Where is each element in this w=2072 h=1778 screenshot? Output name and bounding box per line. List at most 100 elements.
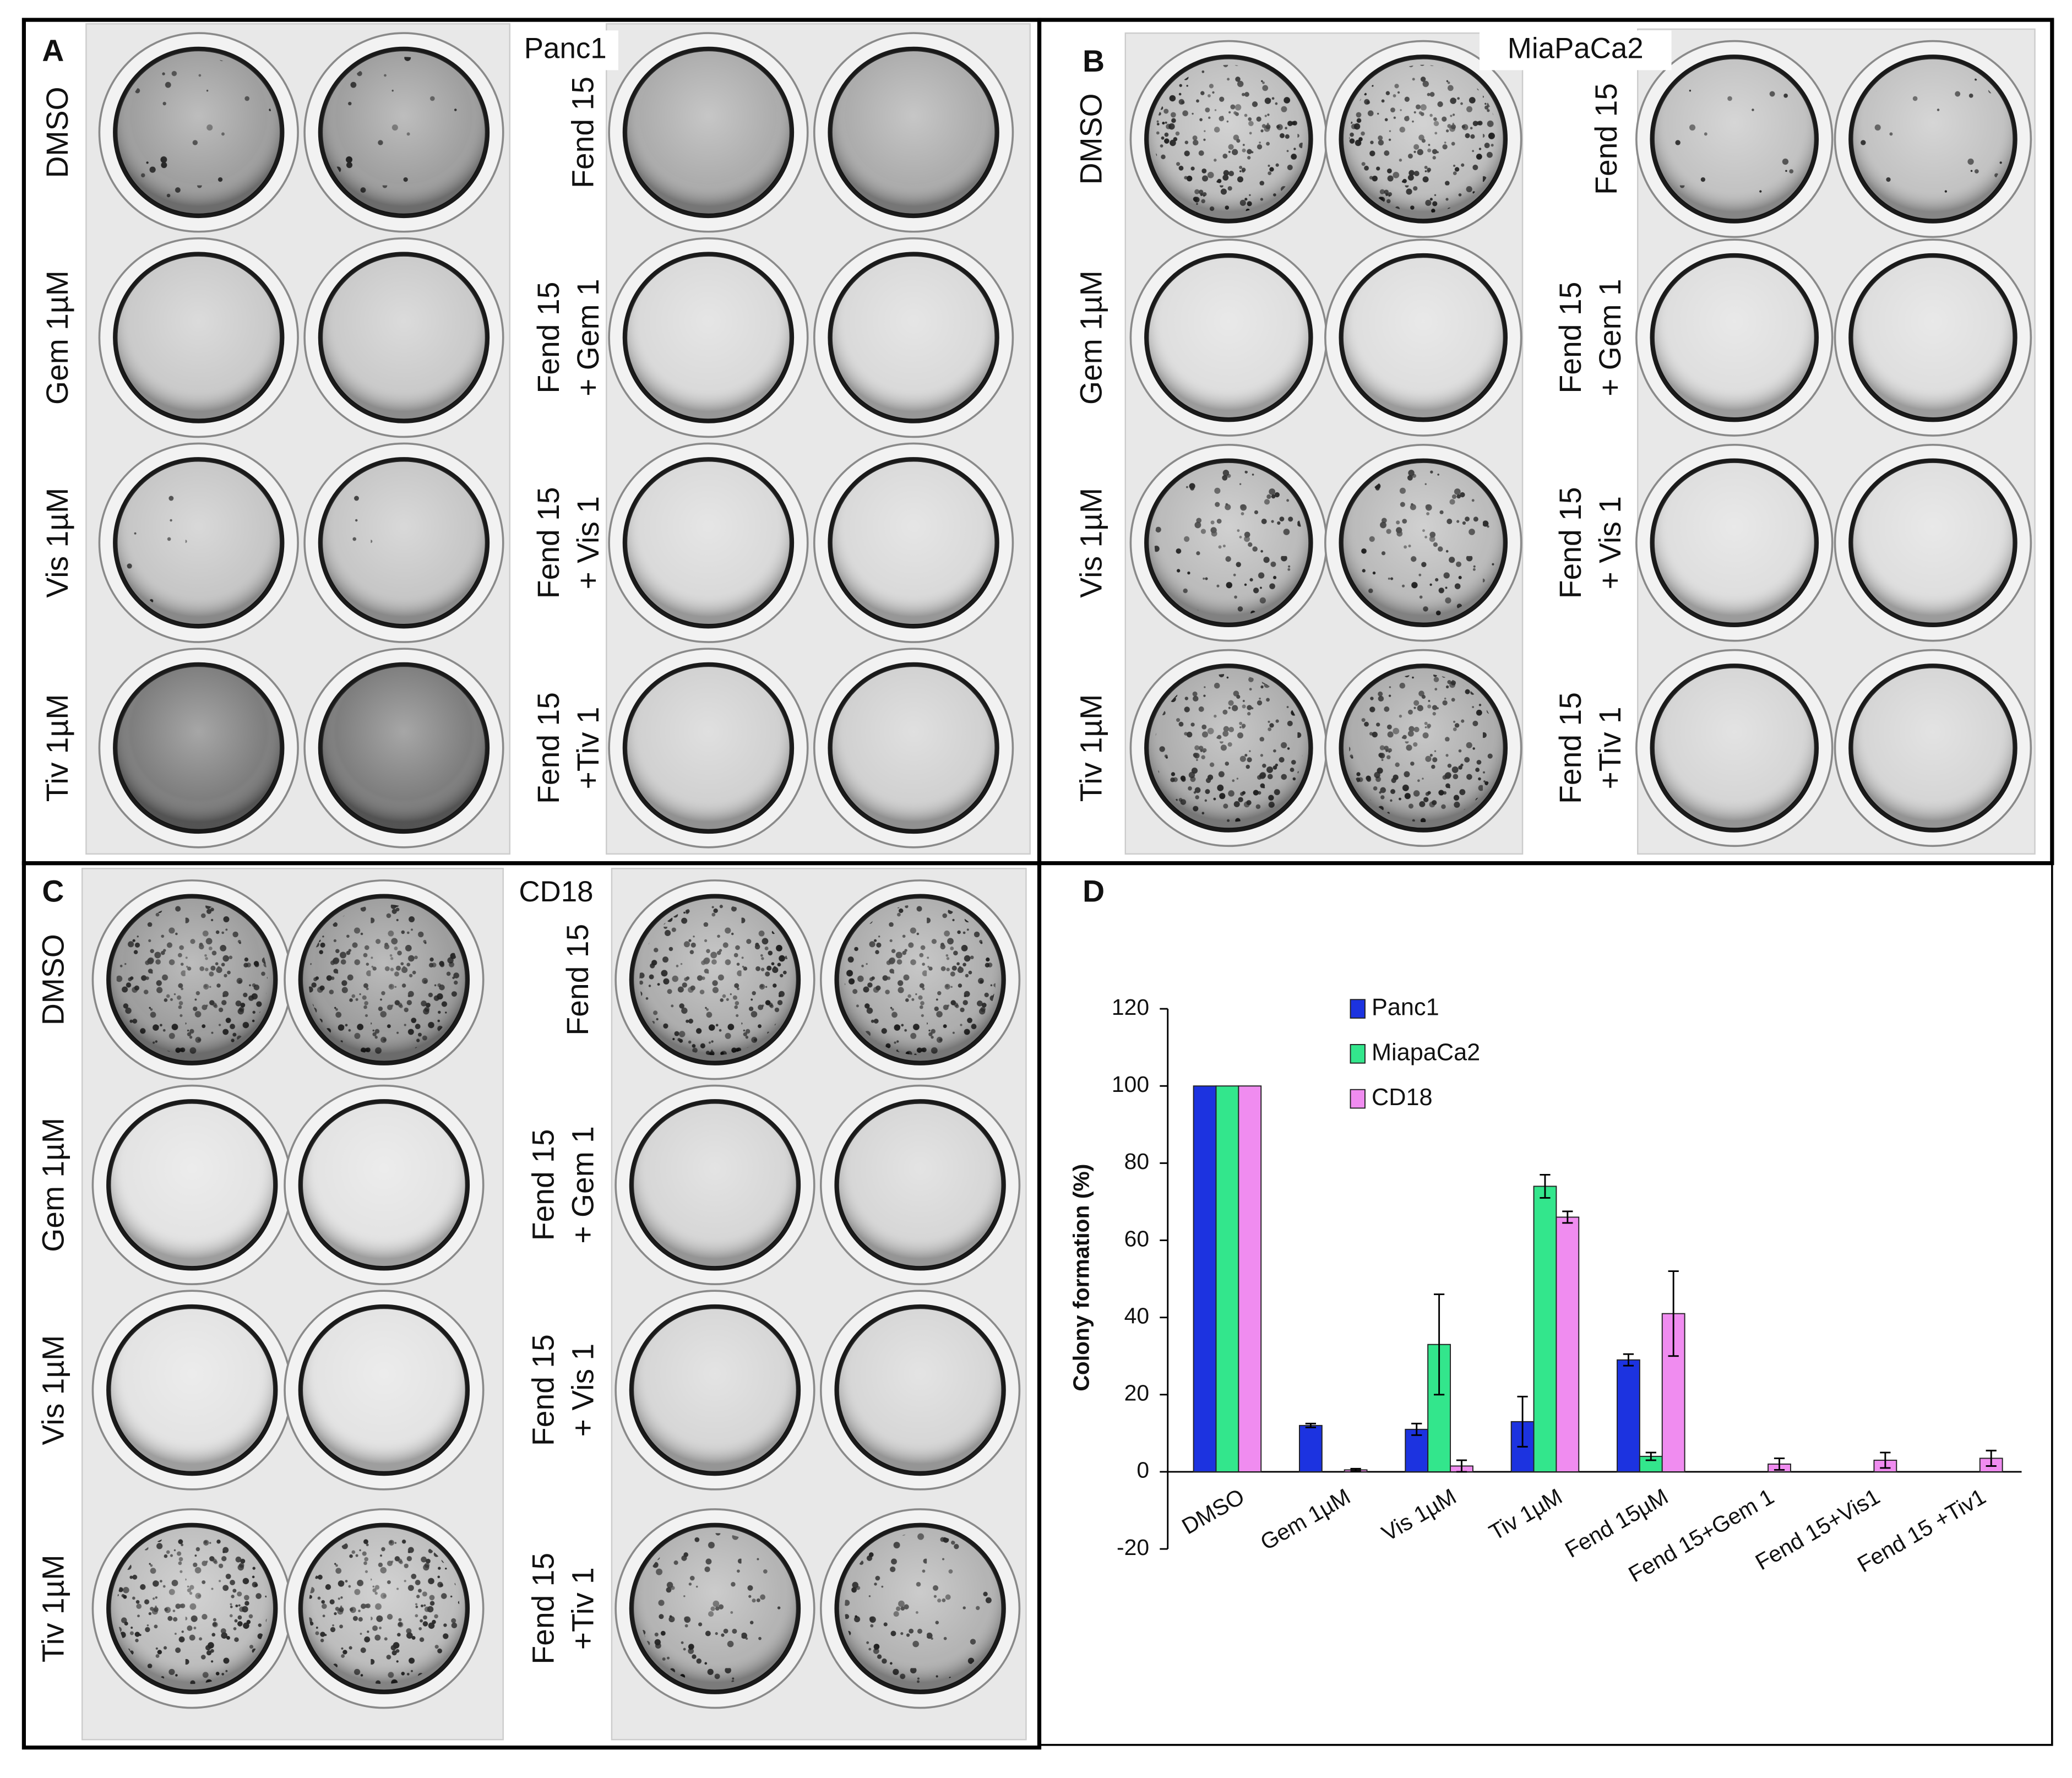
well-shade: [116, 255, 281, 420]
error-bar: [1774, 1457, 1785, 1471]
well-shade: [1148, 462, 1309, 624]
well-shade: [1852, 257, 2014, 418]
well-shade: [1148, 667, 1309, 829]
row-label: Tiv 1µM: [40, 694, 74, 802]
row-label: Fend 15: [526, 1553, 560, 1665]
well-shade: [1654, 462, 1815, 624]
well-shade: [1148, 58, 1309, 220]
well-shade: [831, 50, 996, 215]
photos: [81, 23, 2036, 1741]
well-shade: [1148, 257, 1309, 418]
row-label: +Tiv 1: [565, 1567, 600, 1650]
row-label: Fend 15: [561, 924, 595, 1036]
row-label: + Gem 1: [1593, 279, 1627, 396]
well-shade: [1342, 257, 1504, 418]
row-label: +Tiv 1: [571, 706, 605, 789]
well-shade: [626, 255, 791, 420]
well-shade: [838, 1102, 1003, 1267]
well-shade: [322, 255, 486, 420]
well-shade: [831, 255, 996, 420]
row-label: Gem 1µM: [36, 1118, 70, 1252]
error-bar: [1433, 1293, 1445, 1396]
well-shade: [322, 666, 486, 830]
panel-letter: C: [42, 874, 64, 909]
well-shade: [838, 898, 1003, 1062]
well-shade: [1654, 58, 1815, 220]
y-axis-title: Colony formation (%): [1069, 1164, 1094, 1391]
y-tick-label: 120: [1112, 994, 1149, 1020]
panel-letter: A: [42, 34, 64, 68]
well-shade: [1342, 667, 1504, 829]
title-box: [512, 30, 618, 70]
error-bar: [1645, 1451, 1656, 1461]
well-shade: [116, 666, 281, 830]
well-shade: [626, 666, 791, 830]
well-shade: [302, 1308, 466, 1472]
row-label: Fend 15: [531, 692, 565, 804]
error-bar: [1623, 1353, 1634, 1367]
well-shade: [626, 460, 791, 625]
row-label: Fend 15: [526, 1334, 560, 1446]
title-box: [505, 873, 607, 914]
row-label: +Tiv 1: [1593, 706, 1627, 789]
error-bar: [1540, 1173, 1551, 1199]
well-shade: [116, 50, 281, 215]
well-shade: [633, 898, 797, 1062]
row-label: + Vis 1: [571, 496, 605, 590]
legend-swatch: [1350, 1089, 1366, 1109]
row-label: DMSO: [40, 87, 74, 178]
row-label: Vis 1µM: [40, 488, 74, 598]
well-shade: [322, 50, 486, 215]
y-tick-label: 20: [1124, 1380, 1149, 1406]
bar: [1193, 1085, 1217, 1472]
row-label: Fend 15: [1589, 83, 1623, 195]
frame: [21, 18, 2054, 1750]
row-label: DMSO: [36, 934, 70, 1025]
panel-title: CD18: [519, 876, 593, 908]
well-shade: [633, 1526, 797, 1691]
well-shade: [626, 50, 791, 215]
well-shade: [1852, 462, 2014, 624]
error-bar: [1562, 1210, 1573, 1224]
legend-label: MiapaCa2: [1372, 1039, 1480, 1065]
bar: [1617, 1359, 1640, 1472]
row-label: Fend 15: [1553, 282, 1587, 394]
row-label: Fend 15: [526, 1129, 560, 1241]
well-shade: [302, 898, 466, 1062]
row-label: Tiv 1µM: [36, 1554, 70, 1662]
bar: [1215, 1085, 1239, 1472]
legend-swatch: [1350, 999, 1366, 1019]
error-bar: [1986, 1449, 1997, 1467]
well-shade: [838, 1308, 1003, 1472]
error-bar: [1668, 1270, 1679, 1357]
well-shade: [838, 1526, 1003, 1691]
panel-letter: B: [1083, 44, 1105, 78]
well-shade: [1654, 257, 1815, 418]
y-tick-label: 40: [1124, 1303, 1149, 1328]
row-label: Tiv 1µM: [1074, 694, 1108, 802]
well-shade: [1654, 667, 1815, 829]
title-box: [1479, 30, 1672, 70]
row-label: DMSO: [1074, 94, 1108, 185]
legend-label: Panc1: [1372, 994, 1439, 1021]
error-bar: [1456, 1459, 1467, 1473]
well-shade: [831, 460, 996, 625]
row-label: + Gem 1: [565, 1126, 600, 1244]
legend-swatch: [1350, 1044, 1366, 1064]
well-shade: [1852, 58, 2014, 220]
row-label: Vis 1µM: [1074, 488, 1108, 598]
panel-title: MiaPaCa2: [1508, 32, 1644, 64]
row-label: Fend 15: [1553, 692, 1587, 804]
row-label: + Vis 1: [1593, 496, 1627, 590]
panel-title: Panc1: [524, 32, 607, 64]
bar: [1556, 1216, 1580, 1472]
error-bar: [1517, 1395, 1528, 1448]
y-tick-label: 100: [1112, 1072, 1149, 1097]
error-bar: [1411, 1422, 1422, 1436]
y-tick-label: -20: [1117, 1535, 1149, 1560]
bar: [1298, 1424, 1323, 1472]
well-shade: [1342, 58, 1504, 220]
well-shade: [110, 1526, 274, 1691]
y-tick-label: 60: [1124, 1226, 1149, 1251]
